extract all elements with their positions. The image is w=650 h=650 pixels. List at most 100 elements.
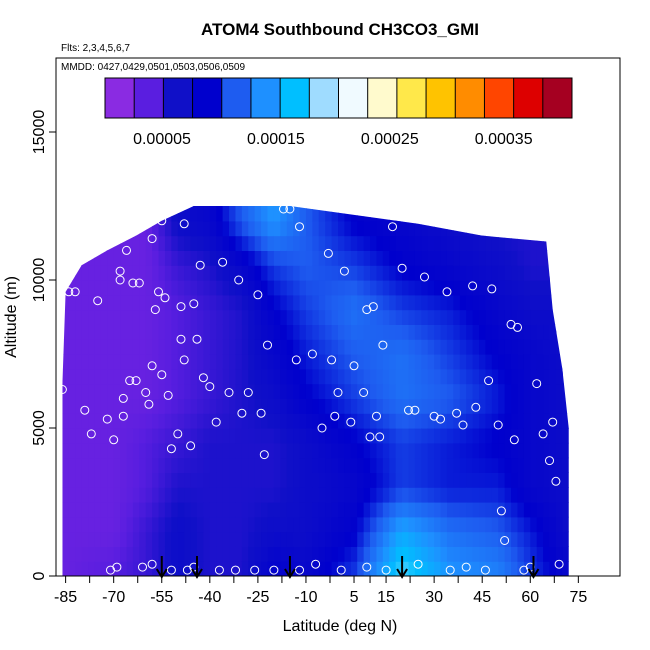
field-cell (126, 487, 134, 503)
field-cell (254, 206, 262, 207)
field-cell (389, 250, 397, 266)
field-cell (370, 354, 378, 370)
observation-point (166, 565, 176, 575)
field-cell (555, 398, 563, 414)
field-cell (222, 220, 230, 237)
field-cell (241, 546, 249, 562)
field-cell (216, 546, 224, 562)
field-cell (209, 531, 217, 547)
field-cell (325, 206, 333, 222)
colorbar-segment (484, 78, 515, 118)
field-cell (523, 457, 531, 473)
field-cell (312, 324, 320, 340)
field-cell (511, 354, 519, 370)
field-cell (126, 472, 134, 488)
field-cell (408, 294, 416, 311)
field-cell (536, 561, 544, 576)
field-cell (305, 428, 313, 444)
field-cell (504, 250, 512, 266)
field-cell (184, 561, 192, 576)
field-cell (222, 368, 230, 385)
field-cell (261, 383, 269, 399)
field-cell (286, 339, 294, 355)
field-cell (280, 206, 288, 207)
field-cell (286, 502, 294, 518)
field-cell (222, 250, 230, 266)
field-cell (434, 383, 442, 399)
field-cell (235, 206, 243, 207)
field-cell (344, 220, 352, 237)
field-cell (338, 280, 346, 296)
field-cell (357, 487, 365, 503)
field-cell (402, 383, 410, 399)
field-cell (389, 487, 397, 503)
field-cell (459, 561, 467, 576)
field-cell (382, 265, 390, 281)
field-cell (75, 457, 83, 473)
observation-point (125, 376, 135, 386)
field-cell (62, 531, 70, 547)
observation-point (112, 562, 122, 572)
field-cell (81, 428, 89, 444)
field-cell (453, 354, 461, 370)
observation-point (57, 385, 67, 394)
field-cell (402, 309, 410, 325)
field-cell (325, 294, 333, 311)
field-cell (479, 339, 487, 355)
field-cell (241, 265, 249, 281)
observation-point (420, 272, 429, 282)
field-cell (197, 472, 205, 488)
field-cell (132, 265, 140, 281)
field-cell (479, 383, 487, 399)
field-cell (81, 339, 89, 355)
field-cell (421, 339, 429, 355)
field-cell (126, 398, 134, 414)
field-cell (241, 413, 249, 429)
field-cell (94, 398, 102, 414)
field-cell (376, 457, 384, 473)
field-cell (171, 457, 179, 473)
field-cell (338, 502, 346, 518)
field-cell (543, 561, 551, 576)
field-cell (511, 383, 519, 399)
colorbar-segment (280, 78, 310, 118)
field-cell (331, 339, 339, 355)
field-cell (286, 516, 294, 533)
observation-point (311, 559, 321, 569)
field-cell (299, 398, 307, 414)
field-cell (273, 457, 281, 473)
field-cell (203, 339, 211, 355)
field-cell (312, 516, 320, 533)
field-cell (190, 561, 198, 576)
field-cell (171, 487, 179, 503)
field-cell (100, 280, 108, 296)
field-cell (504, 309, 512, 325)
field-cell (395, 280, 403, 296)
field-cell (562, 280, 569, 296)
field-cell (190, 428, 198, 444)
colorbar-segment (192, 78, 223, 118)
field-cell (523, 220, 531, 237)
field-cell (209, 265, 217, 281)
field-cell (517, 442, 525, 459)
field-cell (318, 413, 326, 429)
field-cell (100, 457, 108, 473)
field-cell (331, 383, 339, 399)
observation-point (496, 506, 506, 516)
field-cell (184, 250, 192, 266)
field-cell (171, 546, 179, 562)
field-cell (164, 294, 172, 311)
field-cell (331, 235, 339, 251)
field-cell (485, 502, 493, 518)
field-cell (209, 413, 217, 429)
field-cell (389, 472, 397, 488)
observation-point (295, 222, 304, 232)
field-cell (280, 220, 288, 237)
field-cell (267, 561, 275, 576)
field-cell (88, 220, 96, 237)
field-cell (229, 324, 237, 340)
field-cell (88, 457, 96, 473)
field-cell (293, 428, 301, 444)
field-cell (344, 531, 352, 547)
field-cell (338, 516, 346, 533)
